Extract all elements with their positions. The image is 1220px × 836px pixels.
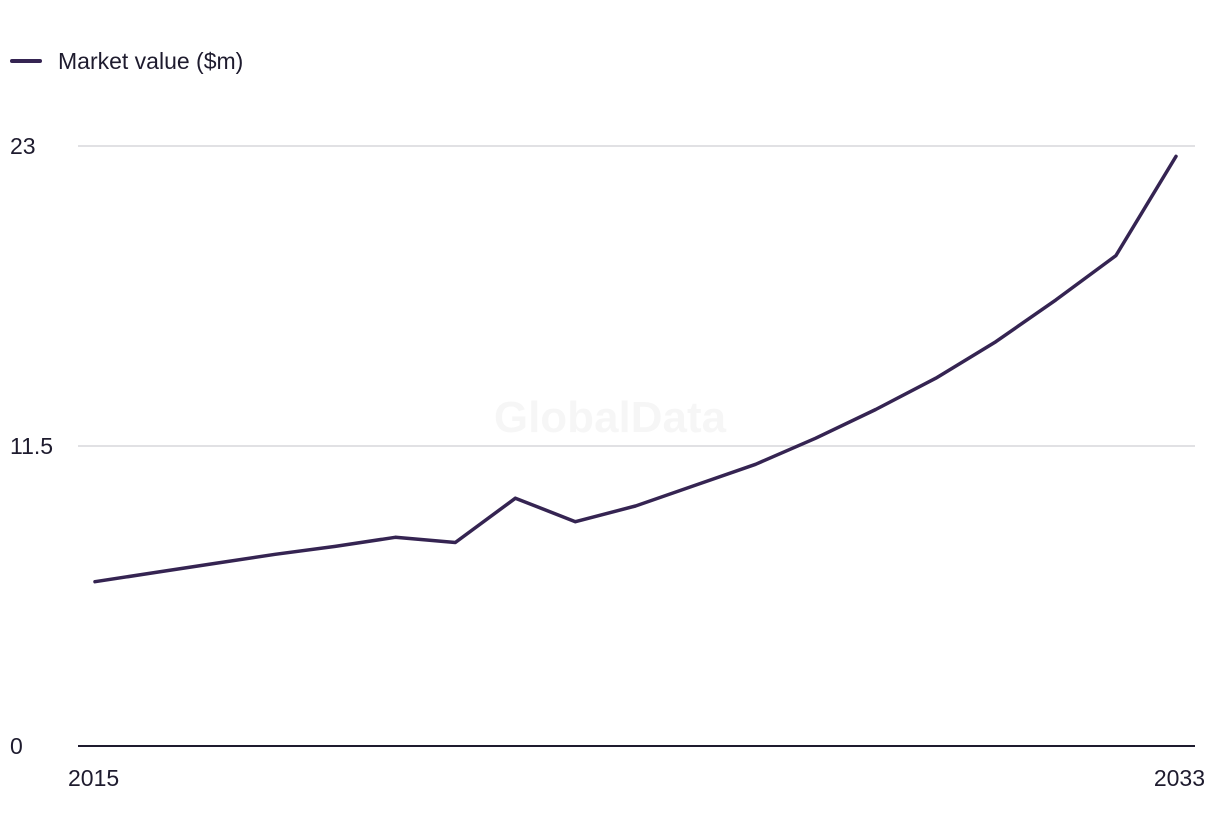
data-point <box>810 432 822 444</box>
data-point <box>750 458 762 470</box>
data-point <box>389 531 401 543</box>
data-point <box>1170 150 1182 162</box>
data-point <box>89 576 101 588</box>
legend-label: Market value ($m) <box>58 47 244 74</box>
data-point <box>509 492 521 504</box>
data-point <box>1050 294 1062 306</box>
data-point <box>269 548 281 560</box>
x-tick-label: 2033 <box>1154 765 1205 791</box>
series-line-market-value <box>93 154 1178 584</box>
data-point <box>569 516 581 528</box>
data-point <box>329 540 341 552</box>
data-point <box>930 372 942 384</box>
gridlines <box>78 145 1195 447</box>
data-point <box>870 403 882 415</box>
x-tick-label: 2015 <box>68 765 119 791</box>
y-tick-label: 11.5 <box>10 433 53 459</box>
y-tick-label: 23 <box>10 133 36 159</box>
data-point <box>990 336 1002 348</box>
data-point <box>1110 250 1122 262</box>
data-point <box>690 479 702 491</box>
legend: Market value ($m) <box>10 46 243 76</box>
data-point <box>449 537 461 549</box>
data-point <box>630 500 642 512</box>
legend-swatch <box>10 59 42 63</box>
watermark-text: GlobalData <box>494 393 727 442</box>
axes: 0 11.5 23 2015 2033 <box>10 133 1205 791</box>
data-point <box>209 557 221 569</box>
data-point <box>149 567 161 579</box>
y-tick-label: 0 <box>10 733 23 759</box>
series-layer <box>89 150 1182 588</box>
